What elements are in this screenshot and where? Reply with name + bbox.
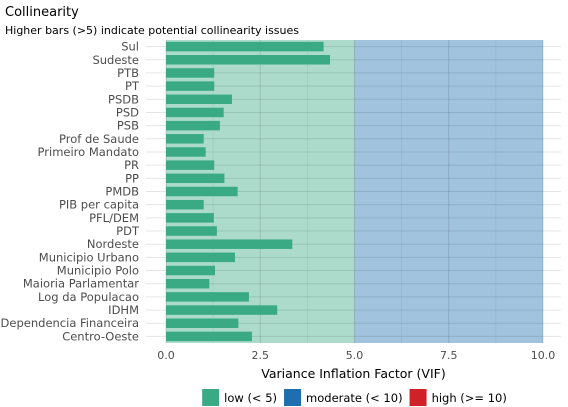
y-tick-label: Maioria Parlamentar [23, 277, 139, 291]
bar-pdt [166, 226, 217, 236]
bar-ptb [166, 68, 215, 78]
y-tick-label: PMDB [105, 185, 139, 199]
bar-centro-oeste [166, 331, 252, 342]
x-axis-title: Variance Inflation Factor (VIF) [261, 366, 445, 381]
y-tick-label: PSD [116, 105, 139, 119]
legend: low (< 5) moderate (< 10) high (>= 10) [202, 389, 507, 406]
y-tick-label: PSDB [108, 92, 139, 106]
bar-pib-per-capita [166, 199, 204, 210]
bar-pmdb [166, 186, 238, 197]
bar-sudeste [166, 55, 330, 65]
bar-sul [166, 41, 324, 52]
y-tick-label: PT [125, 79, 140, 93]
bar-primeiro-mandato [166, 147, 206, 157]
bar-idhm [166, 305, 278, 315]
bar-municipio-polo [166, 265, 216, 276]
x-tick-label: 2.5 [252, 349, 270, 362]
bar-dependencia-financeira [166, 318, 239, 328]
x-tick-label: 0.0 [157, 349, 175, 362]
bar-pp [166, 173, 225, 184]
bar-psdb [166, 94, 232, 105]
y-tick-label: PR [124, 158, 139, 172]
chart-title: Collinearity [5, 5, 79, 20]
legend-label: low (< 5) [224, 391, 277, 405]
bar-psb [166, 120, 220, 131]
y-tick-label: Nordeste [87, 237, 139, 251]
legend-key-0 [202, 389, 220, 406]
y-tick-label: Municipio Polo [57, 264, 139, 278]
zone-1 [354, 40, 543, 343]
y-tick-label: Log da Populacao [38, 290, 139, 304]
y-tick-label: Municipio Urbano [39, 250, 139, 264]
x-tick-label: 7.5 [440, 349, 458, 362]
bar-prof-de-saude [166, 134, 204, 144]
y-tick-label: Centro-Oeste [62, 329, 139, 343]
bar-nordeste [166, 239, 293, 249]
y-tick-label: Prof de Saude [59, 132, 139, 146]
y-tick-label: PTB [117, 66, 139, 80]
bar-log-da-populacao [166, 292, 249, 302]
y-tick-label: Sul [121, 40, 139, 54]
legend-key-2 [409, 389, 427, 406]
y-tick-label: PP [125, 171, 139, 185]
y-tick-label: PFL/DEM [89, 211, 139, 225]
bar-pfl-dem [166, 213, 214, 223]
legend-label: high (>= 10) [432, 391, 507, 405]
y-tick-label: PIB per capita [59, 198, 139, 212]
y-tick-label: IDHM [108, 303, 139, 317]
bar-municipio-urbano [166, 252, 235, 263]
legend-label: moderate (< 10) [306, 391, 403, 405]
x-tick-label: 10.0 [531, 349, 556, 362]
y-tick-label: PSB [117, 119, 139, 133]
y-tick-label: Sudeste [92, 53, 139, 67]
bar-pt [166, 81, 215, 91]
chart-subtitle: Higher bars (>5) indicate potential coll… [5, 24, 299, 37]
y-tick-label: PDT [116, 224, 140, 238]
legend-key-1 [284, 389, 302, 406]
y-tick-label: Primeiro Mandato [38, 145, 139, 159]
bar-pr [166, 160, 215, 170]
x-tick-label: 5.0 [346, 349, 364, 362]
bar-psd [166, 107, 224, 118]
bar-maioria-parlamentar [166, 278, 210, 289]
y-tick-label: Dependencia Financeira [1, 316, 139, 330]
